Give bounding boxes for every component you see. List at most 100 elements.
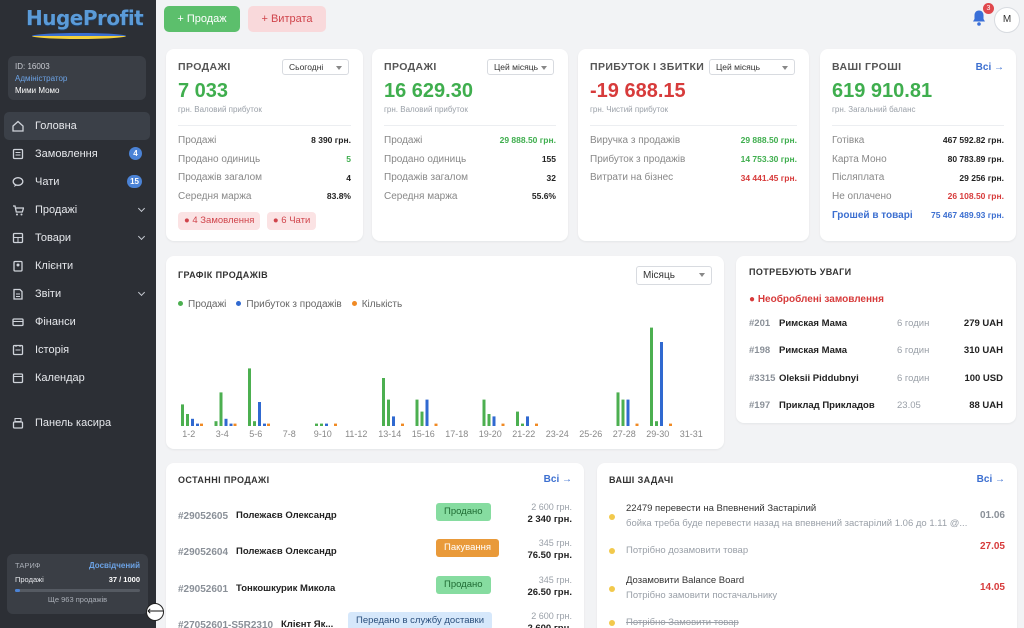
all-sales-link[interactable]: Всі → xyxy=(543,474,572,485)
sale-row[interactable]: #29052601 Тонкошкурик Микола Продано 345 гр… xyxy=(178,572,572,606)
stat-value: 8 390 грн. xyxy=(311,135,351,146)
x-tick-label: 29-30 xyxy=(646,429,669,439)
bar-Продажі-21-22[interactable] xyxy=(521,423,524,426)
sidebar-item-3[interactable]: Чати 15 xyxy=(0,168,156,196)
bar-Прибуток з продажів-27-28[interactable] xyxy=(626,399,630,426)
bar-Кількість-9-10[interactable] xyxy=(334,423,337,426)
stat-label: Середня маржа xyxy=(178,190,252,202)
sidebar-item-6[interactable]: Клієнти xyxy=(0,252,156,280)
attention-row[interactable]: #201 Римская Мама 6 годин 279 UAH xyxy=(749,318,1003,329)
bar-Прибуток з продажів-1-2[interactable] xyxy=(196,423,199,426)
period-select[interactable]: Цей місяць xyxy=(487,59,554,75)
bar-Продажі-21-22[interactable] xyxy=(516,411,519,426)
sidebar-item-7[interactable]: Звіти xyxy=(0,280,156,308)
bar-Продажі-27-28[interactable] xyxy=(616,392,620,426)
bar-Продажі-1-2[interactable] xyxy=(181,404,184,426)
user-box[interactable]: ID: 16003 Адміністратор Мими Момо xyxy=(8,56,146,100)
x-tick-label: 9-10 xyxy=(314,429,332,439)
chart-title: ГРАФІК ПРОДАЖІВ xyxy=(178,270,269,280)
bar-Продажі-5-6[interactable] xyxy=(253,421,256,426)
bar-Продажі-15-16[interactable] xyxy=(415,399,419,426)
sidebar-nav: Головна Замовлення 4 Чати 15 Продажі Товари Клі… xyxy=(0,112,156,437)
bar-Продажі-15-16[interactable] xyxy=(420,411,424,426)
bar-Продажі-5-6[interactable] xyxy=(248,368,251,426)
bar-Продажі-29-30[interactable] xyxy=(655,421,658,426)
tasks-card: ВАШІ ЗАДАЧІ Всі → 22479 перевести на Впе… xyxy=(597,463,1017,628)
sidebar-item-9[interactable]: Історія xyxy=(0,336,156,364)
attention-row[interactable]: #198 Римская Мама 6 годин 310 UAH xyxy=(749,345,1003,356)
bar-Продажі-19-20[interactable] xyxy=(487,414,491,426)
bar-Прибуток з продажів-5-6[interactable] xyxy=(263,423,266,426)
sales-month-card: ПРОДАЖІ Цей місяць 16 629.30 грн. Валови… xyxy=(372,49,568,241)
bar-Прибуток з продажів-21-22[interactable] xyxy=(526,416,529,426)
add-sale-button[interactable]: + Продаж xyxy=(164,6,240,32)
bar-Кількість-27-28[interactable] xyxy=(635,423,639,426)
chevron-down-icon xyxy=(137,232,146,241)
attention-row[interactable]: #197 Приклад Прикладов 23.05 88 UAH xyxy=(749,400,1003,411)
orders-chip[interactable]: ● 4 Замовлення xyxy=(178,212,261,230)
bar-Продажі-9-10[interactable] xyxy=(320,423,323,426)
bar-Продажі-3-4[interactable] xyxy=(219,392,223,426)
chart-period-select[interactable]: Місяць xyxy=(636,266,712,285)
bar-Прибуток з продажів-19-20[interactable] xyxy=(492,416,496,426)
bar-Кількість-3-4[interactable] xyxy=(233,423,237,426)
bar-Продажі-19-20[interactable] xyxy=(482,399,486,426)
all-link[interactable]: Всі → xyxy=(975,62,1004,73)
bar-Продажі-13-14[interactable] xyxy=(382,378,385,426)
bar-Кількість-5-6[interactable] xyxy=(267,423,270,426)
period-select[interactable]: Сьогодні xyxy=(282,59,349,75)
bar-Прибуток з продажів-13-14[interactable] xyxy=(392,416,395,426)
legend-item[interactable]: Прибуток з продажів xyxy=(236,299,342,310)
bar-Продажі-3-4[interactable] xyxy=(214,421,218,426)
stat-row: Післяплата 29 256 грн. xyxy=(832,168,1004,187)
sidebar-item-2[interactable]: Замовлення 4 xyxy=(0,140,156,168)
sale-row[interactable]: #27052601-S5R2310 Клієнт Як... Передано в … xyxy=(178,608,572,628)
plan-box[interactable]: ТАРИФ Досвідчений Продажі 37 / 1000 Ще 963… xyxy=(7,554,148,614)
legend-item[interactable]: Продажі xyxy=(178,299,226,310)
all-tasks-link[interactable]: Всі → xyxy=(976,474,1005,485)
bar-Продажі-1-2[interactable] xyxy=(186,414,189,426)
app-logo[interactable]: HugeProfit xyxy=(26,6,144,44)
bar-Прибуток з продажів-9-10[interactable] xyxy=(325,423,328,426)
attention-row[interactable]: #3315 Oleksii Piddubnyi 6 годин 100 USD xyxy=(749,373,1003,384)
sidebar-item-label: Товари xyxy=(35,232,72,244)
bell-icon[interactable] xyxy=(971,9,987,27)
bar-Прибуток з продажів-29-30[interactable] xyxy=(660,342,663,426)
bar-Прибуток з продажів-15-16[interactable] xyxy=(425,399,429,426)
plan-level[interactable]: Досвідчений xyxy=(88,561,140,570)
bar-Прибуток з продажів-5-6[interactable] xyxy=(258,402,261,426)
period-select[interactable]: Цей місяць xyxy=(709,59,795,75)
bar-Кількість-15-16[interactable] xyxy=(434,423,438,426)
bar-Прибуток з продажів-3-4[interactable] xyxy=(229,423,233,426)
sidebar-item-1[interactable]: Головна xyxy=(4,112,150,140)
x-tick-label: 31-31 xyxy=(680,429,703,439)
legend-item[interactable]: Кількість xyxy=(351,299,402,310)
bar-Кількість-13-14[interactable] xyxy=(401,423,404,426)
bar-Кількість-21-22[interactable] xyxy=(535,423,538,426)
sale-row[interactable]: #29052604 Полежаєв Олександр Пакування 345 … xyxy=(178,535,572,569)
unprocessed-orders-heading[interactable]: ● Необроблені замовлення xyxy=(749,294,884,305)
sidebar-item-4[interactable]: Продажі xyxy=(0,196,156,224)
bar-Кількість-1-2[interactable] xyxy=(200,423,203,426)
bar-Продажі-29-30[interactable] xyxy=(650,327,653,426)
sidebar-item-8[interactable]: Фінанси xyxy=(0,308,156,336)
collapse-sidebar-button[interactable]: ⟵ xyxy=(146,603,164,621)
bar-Продажі-9-10[interactable] xyxy=(315,423,318,426)
bar-Продажі-27-28[interactable] xyxy=(621,399,625,426)
avatar[interactable]: M xyxy=(994,7,1020,33)
bar-Кількість-19-20[interactable] xyxy=(501,423,505,426)
bar-Прибуток з продажів-3-4[interactable] xyxy=(224,418,228,426)
sidebar-item-11[interactable]: Панель касира xyxy=(0,409,156,437)
bar-Кількість-29-30[interactable] xyxy=(669,423,672,426)
sidebar-item-label: Історія xyxy=(35,344,70,356)
sale-row[interactable]: #29052605 Полежаєв Олександр Продано 2 600 … xyxy=(178,499,572,533)
bar-Продажі-13-14[interactable] xyxy=(387,399,390,426)
chats-chip[interactable]: ● 6 Чати xyxy=(266,212,317,230)
stat-value: 34 441.45 грн. xyxy=(740,172,797,183)
bar-Прибуток з продажів-1-2[interactable] xyxy=(191,418,194,426)
attention-card: ПОТРЕБУЮТЬ УВАГИ ● Необроблені замовленн… xyxy=(736,256,1016,423)
sidebar-item-10[interactable]: Календар xyxy=(0,364,156,392)
add-expense-button[interactable]: + Витрата xyxy=(248,6,326,32)
sidebar-item-5[interactable]: Товари xyxy=(0,224,156,252)
task-title: 22479 перевести на Впевнений Застарілий xyxy=(626,503,817,514)
